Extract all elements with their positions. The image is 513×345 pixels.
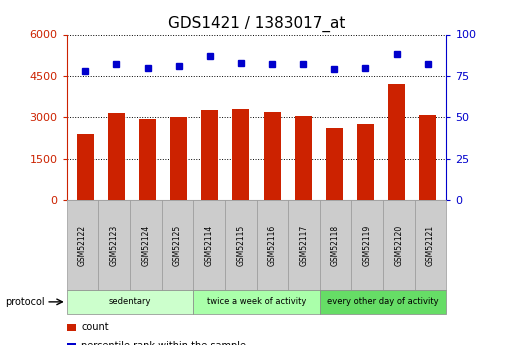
Bar [170, 117, 187, 200]
Text: GSM52124: GSM52124 [141, 224, 150, 266]
Bar [201, 110, 219, 200]
Bar [388, 84, 405, 200]
Bar [77, 134, 94, 200]
Text: twice a week of activity: twice a week of activity [207, 297, 306, 306]
Bar [419, 115, 436, 200]
Text: GSM52116: GSM52116 [268, 224, 277, 266]
Text: count: count [81, 323, 109, 332]
Text: every other day of activity: every other day of activity [327, 297, 439, 306]
Bar [232, 109, 249, 200]
Title: GDS1421 / 1383017_at: GDS1421 / 1383017_at [168, 16, 345, 32]
Text: GSM52115: GSM52115 [236, 224, 245, 266]
Bar [326, 128, 343, 200]
Bar [294, 116, 312, 200]
Text: GSM52119: GSM52119 [363, 224, 372, 266]
Bar [108, 113, 125, 200]
Text: GSM52121: GSM52121 [426, 224, 435, 266]
Bar [357, 124, 374, 200]
Text: GSM52118: GSM52118 [331, 224, 340, 266]
Text: sedentary: sedentary [109, 297, 151, 306]
Bar [139, 119, 156, 200]
Text: GSM52123: GSM52123 [110, 224, 119, 266]
Text: GSM52120: GSM52120 [394, 224, 403, 266]
Text: GSM52122: GSM52122 [78, 224, 87, 266]
Text: GSM52125: GSM52125 [173, 224, 182, 266]
Text: GSM52117: GSM52117 [300, 224, 308, 266]
Text: protocol: protocol [5, 297, 45, 307]
Text: percentile rank within the sample: percentile rank within the sample [81, 341, 246, 345]
Bar [264, 112, 281, 200]
Text: GSM52114: GSM52114 [205, 224, 213, 266]
